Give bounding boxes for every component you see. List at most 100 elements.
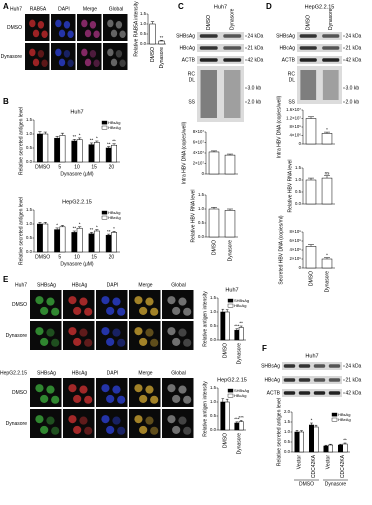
cell (84, 338, 93, 347)
cell (172, 337, 181, 346)
cell (145, 297, 154, 306)
y-tick-label: 2×10⁷ (193, 161, 205, 166)
cell (89, 21, 97, 29)
cell (101, 327, 110, 336)
cell (40, 337, 49, 346)
cell (178, 385, 187, 394)
bar (305, 246, 317, 269)
cell (183, 307, 192, 316)
x-tick-label: 5 (58, 164, 61, 170)
cell (37, 21, 45, 29)
cell (84, 307, 93, 316)
blot-label: HBcAg (179, 45, 195, 51)
form-label: DL (289, 77, 296, 83)
y-axis-label: Intra HBV DNA (copies/well) (276, 95, 282, 158)
y-tick-label: 0.5 (210, 323, 217, 328)
cell (40, 306, 49, 315)
bar (220, 311, 226, 341)
x-tick-label: DMSO (35, 164, 50, 170)
band (313, 378, 326, 382)
bar (158, 40, 165, 45)
cell (93, 59, 100, 68)
x-tick-label: 15 (91, 254, 97, 260)
column-header: DAPI (58, 6, 70, 12)
size-label: 24 kDa (248, 33, 264, 39)
significance-label: ** (160, 35, 164, 40)
column-header: HBcAg (72, 370, 88, 376)
cell (46, 297, 55, 306)
y-tick-label: 4×10⁷ (193, 150, 205, 155)
significance-label: * (96, 136, 98, 141)
panel-letter: C (178, 2, 184, 11)
x-tick-label: Dynasore (236, 343, 242, 365)
legend-swatch (227, 303, 234, 308)
legend-swatch (227, 388, 234, 393)
cell (51, 307, 60, 316)
cell (51, 426, 60, 435)
y-tick-label: 0.0 (198, 234, 205, 239)
significance-label: ** (343, 438, 347, 443)
column-header: Merge (138, 370, 152, 376)
blot-strip (197, 56, 244, 64)
bar (338, 444, 344, 453)
panel-letter: A (3, 2, 9, 11)
blot-strip (297, 32, 342, 40)
band (328, 391, 341, 395)
panel-letter: E (3, 275, 9, 284)
y-axis-label: Relative RAB5A intensity (133, 1, 139, 57)
y-axis-label: Relative antigen intensity (202, 291, 208, 347)
y-tick-label: 0.0 (140, 41, 147, 46)
significance-label: ** (73, 134, 77, 139)
band (298, 378, 311, 382)
x-tick-label: DMSO (222, 433, 228, 448)
x-tick-label: DMSO (35, 254, 50, 260)
cell (73, 337, 82, 346)
marker-label: 2.0 kb (248, 99, 262, 105)
cell (183, 395, 192, 404)
lane-label: DMSO (206, 15, 212, 30)
x-tick-label: DMSO (211, 240, 217, 255)
chart-title: Huh7 (70, 109, 83, 115)
row-label: DMSO (7, 25, 22, 31)
cell (51, 395, 60, 404)
bar (88, 144, 95, 163)
y-tick-label: 0 (202, 171, 205, 176)
bar (299, 431, 304, 453)
legend-label: HBsAg (338, 412, 350, 417)
cell (58, 58, 66, 67)
significance-label: ** (90, 138, 94, 143)
cell (139, 394, 148, 403)
y-axis-label: Relative secreted antigen level (18, 107, 24, 175)
cell (93, 30, 100, 39)
column-header: Merge (138, 282, 152, 288)
blot-label: HBcAg (264, 377, 280, 383)
bar (71, 232, 78, 253)
smear (224, 70, 241, 118)
cell (145, 328, 154, 337)
bar (321, 258, 333, 269)
significance-label: * (113, 226, 115, 231)
significance-label: *** (234, 323, 240, 328)
bar (234, 329, 240, 341)
cell (84, 29, 92, 38)
blot-strip (282, 389, 342, 397)
cell (172, 425, 181, 434)
bar (71, 140, 78, 163)
band (223, 34, 242, 38)
cell (145, 385, 154, 394)
significance-label: *** (234, 417, 240, 422)
y-tick-label: 1.0 (198, 206, 205, 211)
x-tick-label: Dynasore (227, 240, 233, 262)
cell (89, 50, 97, 58)
legend-swatch (227, 393, 234, 398)
y-tick-label: 1.5 (26, 117, 33, 122)
blot-label: SHBsAg (261, 363, 280, 369)
legend-label: HBeAg (108, 125, 121, 130)
cell (68, 384, 77, 393)
cell (55, 19, 62, 28)
x-tick-label: CDC42KA (340, 454, 346, 478)
form-label: DL (189, 77, 196, 83)
bar (224, 210, 236, 238)
cell (55, 48, 62, 57)
y-tick-label: 1.5 (284, 419, 291, 424)
